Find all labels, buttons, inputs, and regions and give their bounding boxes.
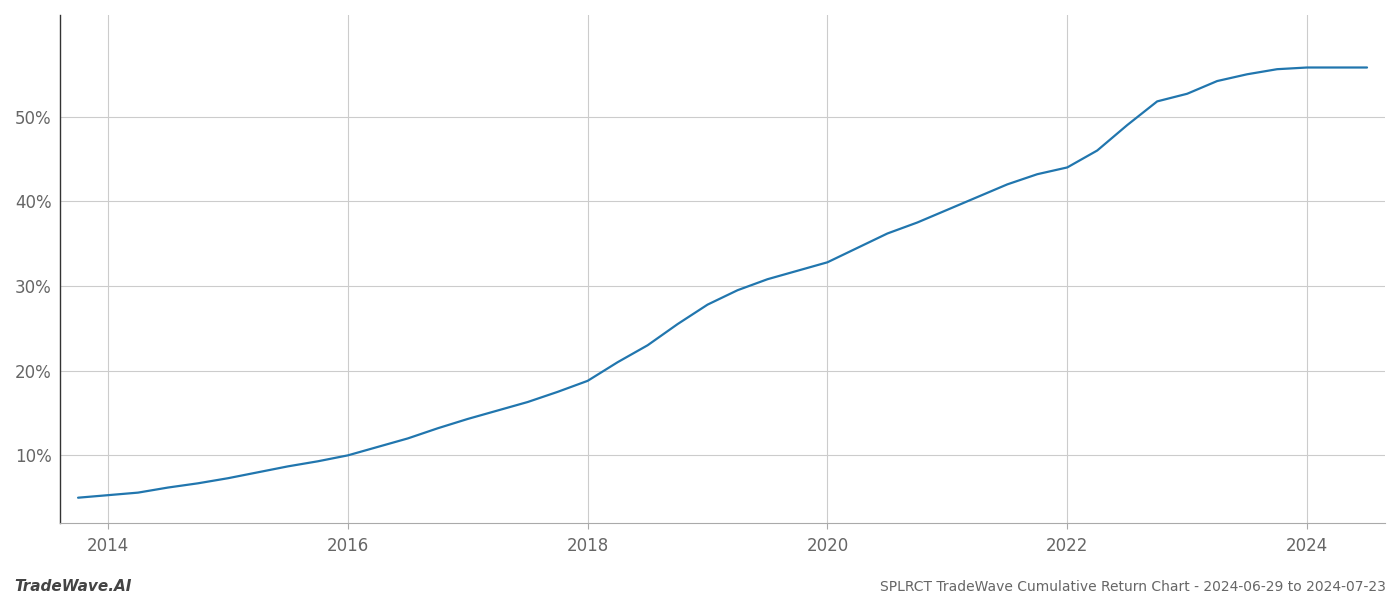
Text: SPLRCT TradeWave Cumulative Return Chart - 2024-06-29 to 2024-07-23: SPLRCT TradeWave Cumulative Return Chart… [881,580,1386,594]
Text: TradeWave.AI: TradeWave.AI [14,579,132,594]
